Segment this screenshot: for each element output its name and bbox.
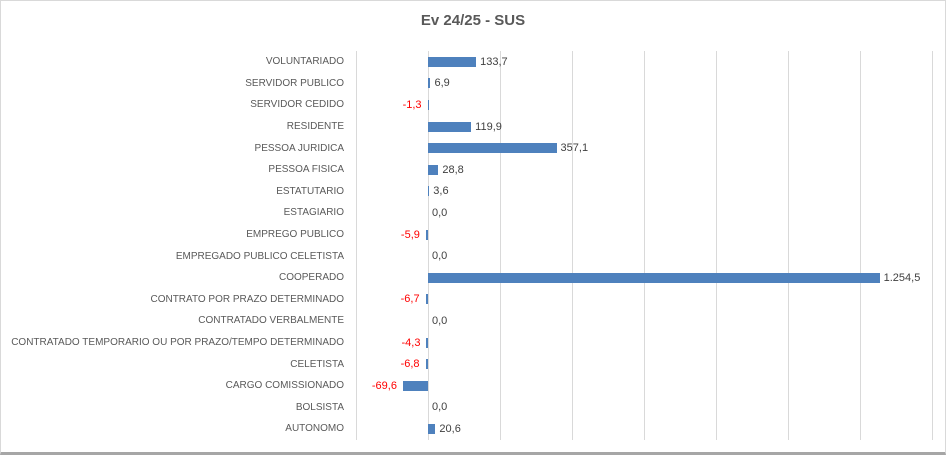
chart-row: COOPERADO 1.254,5	[1, 267, 945, 289]
bar-track: 357,1	[356, 137, 932, 159]
chart-row: BOLSISTA 0,0	[1, 397, 945, 419]
chart-row: SERVIDOR PUBLICO 6,9	[1, 73, 945, 95]
value-label: 3,6	[433, 185, 449, 198]
category-label: COOPERADO	[278, 272, 344, 284]
value-label: -6,8	[400, 358, 420, 371]
bar	[425, 229, 428, 240]
chart-row: CONTRATO POR PRAZO DETERMINADO -6,7	[1, 289, 945, 311]
category-label: CARGO COMISSIONADO	[225, 380, 344, 392]
chart-row: CELETISTA -6,8	[1, 353, 945, 375]
bar-track: 119,9	[356, 116, 932, 138]
chart-row: CONTRATADO TEMPORARIO OU POR PRAZO/TEMPO…	[1, 332, 945, 354]
value-label: -5,9	[400, 228, 420, 241]
category-label: CONTRATADO TEMPORARIO OU POR PRAZO/TEMPO…	[11, 337, 344, 349]
value-label: 0,0	[432, 250, 448, 263]
bar-track: 0,0	[356, 202, 932, 224]
chart-row: PESSOA JURIDICA 357,1	[1, 137, 945, 159]
bar	[428, 186, 430, 197]
bar	[428, 164, 439, 175]
bar	[428, 272, 880, 283]
category-label: EMPREGADO PUBLICO CELETISTA	[175, 250, 344, 262]
chart-row: EMPREGO PUBLICO -5,9	[1, 224, 945, 246]
chart-row: PESSOA FISICA 28,8	[1, 159, 945, 181]
value-label: 357,1	[560, 142, 589, 155]
category-label: ESTAGIARIO	[283, 207, 344, 219]
category-label: ESTATUTARIO	[276, 185, 344, 197]
bar-track: 0,0	[356, 397, 932, 419]
bar	[425, 294, 428, 305]
bar-track: 0,0	[356, 310, 932, 332]
category-label: AUTONOMO	[285, 423, 344, 435]
x-gridline	[643, 51, 645, 440]
value-label: 20,6	[439, 422, 461, 435]
category-label: PESSOA JURIDICA	[254, 142, 344, 154]
category-label: BOLSISTA	[295, 401, 344, 413]
bar-track: 1.254,5	[356, 267, 932, 289]
value-label: 0,0	[432, 401, 448, 414]
value-label: -1,3	[402, 98, 422, 111]
x-gridline	[499, 51, 501, 440]
bar	[428, 423, 436, 434]
chart-row: ESTAGIARIO 0,0	[1, 202, 945, 224]
bar	[402, 380, 428, 391]
bar-track: -6,8	[356, 353, 932, 375]
bar-track: 133,7	[356, 51, 932, 73]
chart-row: ESTATUTARIO 3,6	[1, 181, 945, 203]
value-label: -4,3	[401, 336, 421, 349]
chart-gridlines	[355, 51, 933, 440]
x-gridline	[355, 51, 357, 440]
chart-row: AUTONOMO 20,6	[1, 418, 945, 440]
category-label: PESSOA FISICA	[268, 164, 344, 176]
bar-track: 0,0	[356, 245, 932, 267]
value-label: -6,7	[400, 293, 420, 306]
x-gridline	[859, 51, 861, 440]
chart-rows: VOLUNTARIADO 133,7 SERVIDOR PUBLICO 6,9 SERV…	[1, 51, 945, 440]
category-label: CONTRATADO VERBALMENTE	[198, 315, 344, 327]
category-label: SERVIDOR CEDIDO	[250, 99, 344, 111]
bar-track: -1,3	[356, 94, 932, 116]
bar-track: 6,9	[356, 73, 932, 95]
bar-track: 3,6	[356, 181, 932, 203]
bar-track: 20,6	[356, 418, 932, 440]
value-label: 119,9	[475, 120, 502, 133]
bar-track: -69,6	[356, 375, 932, 397]
bar-track: -6,7	[356, 289, 932, 311]
category-label: VOLUNTARIADO	[265, 56, 344, 68]
bar	[428, 78, 431, 89]
bar-track: -5,9	[356, 224, 932, 246]
value-label: 0,0	[432, 206, 448, 219]
category-label: CELETISTA	[290, 358, 344, 370]
bar-track: -4,3	[356, 332, 932, 354]
x-gridline	[715, 51, 717, 440]
bar-track: 28,8	[356, 159, 932, 181]
chart-row: EMPREGADO PUBLICO CELETISTA 0,0	[1, 245, 945, 267]
chart-row: CARGO COMISSIONADO -69,6	[1, 375, 945, 397]
chart-row: SERVIDOR CEDIDO -1,3	[1, 94, 945, 116]
bar	[428, 143, 557, 154]
category-label: EMPREGO PUBLICO	[246, 229, 344, 241]
bar	[425, 359, 428, 370]
value-label: 133,7	[480, 55, 508, 68]
value-label: 28,8	[442, 163, 464, 176]
x-gridline	[931, 51, 933, 440]
value-label: -69,6	[371, 379, 397, 392]
plot-area: VOLUNTARIADO 133,7 SERVIDOR PUBLICO 6,9 SERV…	[1, 51, 945, 440]
x-gridline	[427, 51, 429, 440]
bar	[426, 337, 428, 348]
chart-row: CONTRATADO VERBALMENTE 0,0	[1, 310, 945, 332]
bar	[428, 56, 477, 67]
value-label: 0,0	[432, 314, 448, 327]
value-label: 6,9	[434, 77, 450, 90]
category-label: SERVIDOR PUBLICO	[245, 77, 344, 89]
chart-row: RESIDENTE 119,9	[1, 116, 945, 138]
x-gridline	[571, 51, 573, 440]
category-label: CONTRATO POR PRAZO DETERMINADO	[150, 293, 344, 305]
bar	[428, 121, 472, 132]
chart-row: VOLUNTARIADO 133,7	[1, 51, 945, 73]
x-gridline	[787, 51, 789, 440]
value-label: 1.254,5	[883, 271, 921, 284]
category-label: RESIDENTE	[286, 121, 344, 133]
chart-title: Ev 24/25 - SUS	[420, 12, 526, 29]
